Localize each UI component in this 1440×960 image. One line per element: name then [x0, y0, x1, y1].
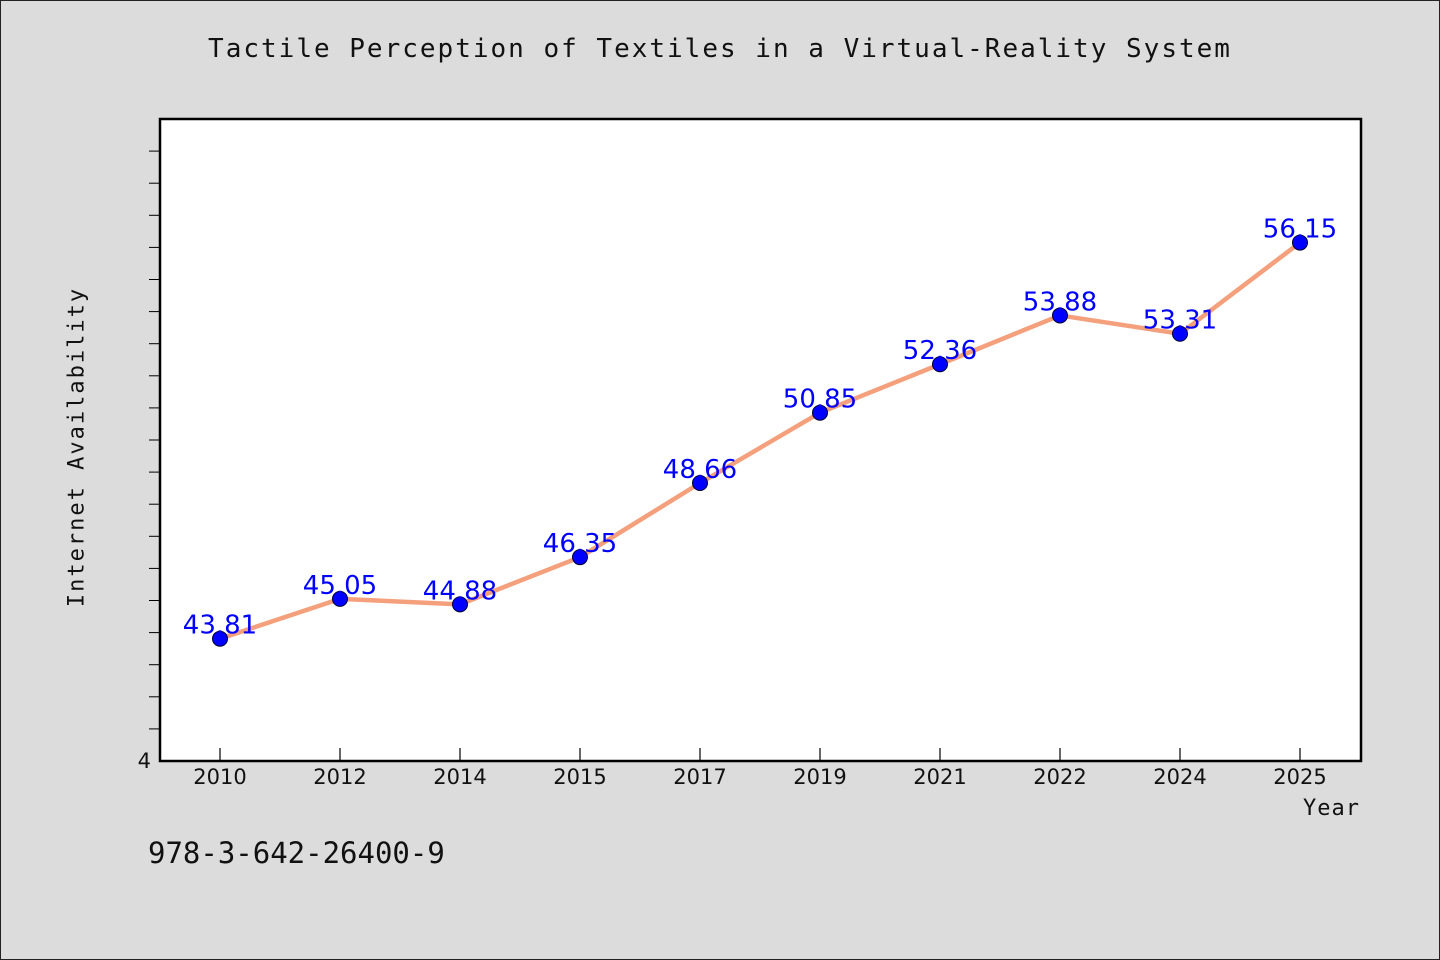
x-tick-label: 2017	[673, 765, 726, 789]
series-labels: 43.81 45.05 44.88 46.35 48.66 50.85 52.36 53.88…	[183, 215, 1337, 641]
x-tick-label: 2019	[793, 765, 846, 789]
data-label: 56.15	[1263, 215, 1337, 245]
data-label: 48.66	[663, 455, 737, 485]
data-label: 46.35	[543, 529, 617, 559]
data-label: 50.85	[783, 385, 857, 415]
x-tick-label: 2014	[433, 765, 486, 789]
series-lines	[217, 240, 1303, 641]
chart-title: Tactile Perception of Textiles in a Virt…	[208, 34, 1232, 64]
data-label: 52.36	[903, 336, 977, 366]
data-point	[1172, 325, 1188, 342]
x-axis-label: Year	[1303, 796, 1360, 821]
data-point	[332, 590, 348, 607]
data-point	[1052, 307, 1068, 324]
data-label: 45.05	[303, 571, 377, 601]
y-tick-label: 4	[138, 749, 151, 773]
data-point	[692, 475, 708, 492]
x-axis-ticks: 2010 2012 2014 2015 2017 2019 2021 2022 2024 2025	[193, 748, 1327, 789]
data-label: 53.88	[1023, 287, 1097, 317]
x-tick-label: 2010	[193, 765, 246, 789]
data-label: 44.88	[423, 576, 497, 606]
isbn-text: 978-3-642-26400-9	[148, 836, 445, 870]
series-line	[217, 240, 1303, 641]
data-label: 43.81	[183, 611, 257, 641]
data-label: 53.31	[1143, 306, 1217, 336]
data-point	[812, 404, 828, 421]
plot-area	[158, 117, 1363, 763]
x-tick-label: 2024	[1153, 765, 1206, 789]
x-tick-label: 2015	[553, 765, 606, 789]
x-tick-label: 2012	[313, 765, 366, 789]
x-tick-label: 2021	[913, 765, 966, 789]
data-point	[452, 596, 468, 613]
series-points	[212, 234, 1308, 647]
data-point	[932, 356, 948, 373]
data-point	[1292, 234, 1308, 251]
y-axis-ticks: 4	[138, 150, 160, 773]
data-point	[212, 630, 228, 647]
x-tick-label: 2025	[1273, 765, 1326, 789]
data-point	[572, 549, 588, 566]
x-tick-label: 2022	[1033, 765, 1086, 789]
